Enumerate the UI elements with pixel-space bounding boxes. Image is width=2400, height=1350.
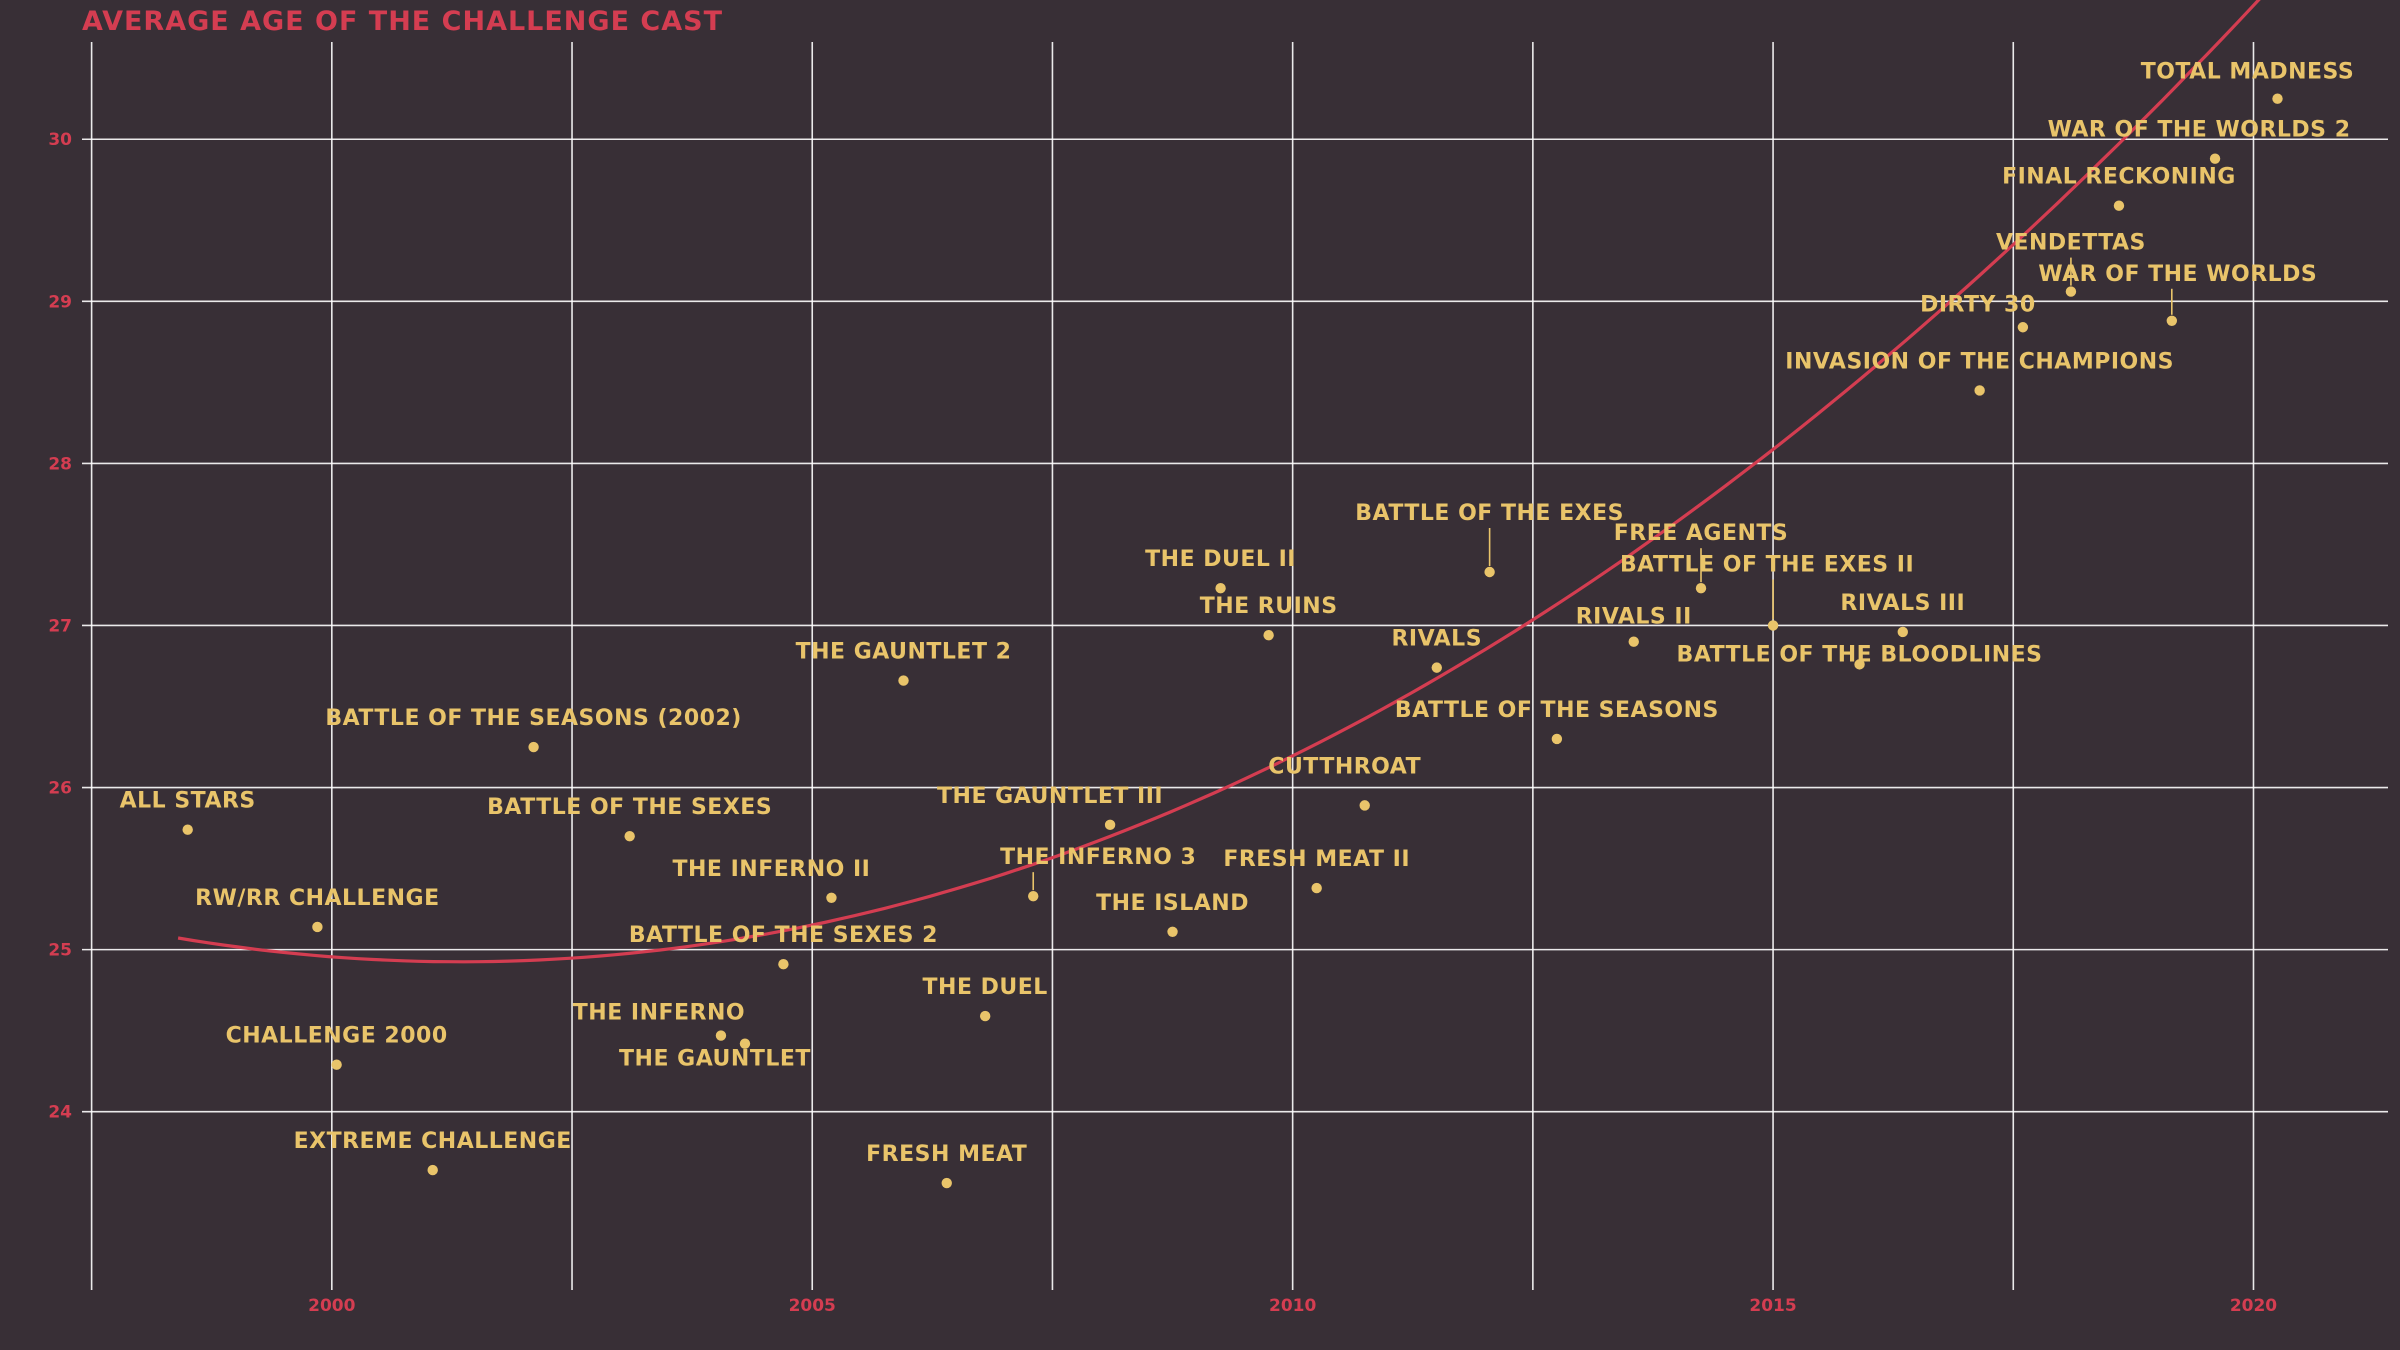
- y-tick-label: 30: [48, 130, 72, 150]
- point-label: EXTREME CHALLENGE: [294, 1129, 572, 1154]
- point-label: THE GAUNTLET 2: [796, 640, 1012, 665]
- point-label: VENDETTAS: [1996, 231, 2146, 256]
- data-point: [1484, 566, 1495, 578]
- data-point: [2065, 286, 2077, 297]
- x-tick-label: 2010: [1269, 1296, 1316, 1316]
- point-label: FRESH MEAT: [866, 1142, 1027, 1167]
- y-tick-label: 29: [48, 292, 72, 312]
- x-tick-label: 2015: [1749, 1296, 1796, 1316]
- point-label: RW/RR CHALLENGE: [195, 886, 439, 911]
- data-point: [1359, 800, 1370, 811]
- data-point: [979, 1010, 991, 1022]
- y-tick-label: 27: [48, 616, 72, 636]
- data-point: [1311, 882, 1322, 894]
- point-label: THE GAUNTLET: [619, 1047, 811, 1072]
- data-point: [1551, 733, 1563, 745]
- data-point: [778, 959, 789, 970]
- data-point: [312, 921, 323, 933]
- data-point: [1104, 819, 1116, 831]
- point-label: WAR OF THE WORLDS 2: [2048, 118, 2351, 143]
- point-label: THE RUINS: [1200, 594, 1338, 619]
- data-point: [826, 892, 837, 903]
- grid: [82, 42, 2388, 1290]
- data-point: [1028, 890, 1039, 902]
- data-point: [528, 741, 539, 753]
- point-label: THE INFERNO: [573, 1001, 745, 1026]
- trend-layer: [177, 0, 2261, 964]
- chart-title: AVERAGE AGE OF THE CHALLENGE CAST: [82, 6, 723, 37]
- point-label: TOTAL MADNESS: [2141, 60, 2355, 85]
- data-point: [1854, 659, 1865, 670]
- trend-line: [177, 0, 2261, 964]
- data-point: [1628, 636, 1639, 647]
- point-label: BATTLE OF THE EXES II: [1620, 552, 1914, 577]
- y-tick-label: 26: [48, 779, 72, 799]
- data-point: [898, 675, 909, 686]
- data-point: [1974, 385, 1985, 396]
- data-point: [1897, 626, 1908, 638]
- y-tick-label: 28: [48, 454, 72, 474]
- data-point: [739, 1038, 751, 1049]
- x-axis-ticks: 2000 2005 2010 2015 2020: [308, 1296, 2277, 1316]
- data-point: [1167, 926, 1178, 938]
- point-label: BATTLE OF THE SEXES: [487, 795, 772, 820]
- data-point: [1263, 630, 1274, 641]
- data-point: [1695, 583, 1707, 594]
- y-axis-ticks: 24 25 26 27 28 29 30: [48, 130, 72, 1122]
- data-point: [2113, 200, 2125, 211]
- point-label: THE INFERNO 3: [1000, 845, 1196, 870]
- y-tick-label: 24: [48, 1103, 72, 1123]
- point-label: THE INFERNO II: [673, 857, 871, 882]
- data-point: [427, 1164, 438, 1176]
- point-label: FRESH MEAT II: [1223, 847, 1410, 872]
- data-point: [1215, 583, 1226, 594]
- data-point: [182, 824, 193, 835]
- point-label: FREE AGENTS: [1614, 521, 1789, 546]
- point-label: CHALLENGE 2000: [226, 1024, 448, 1049]
- point-label: DIRTY 30: [1920, 292, 2036, 317]
- data-point: [624, 830, 635, 842]
- point-label: BATTLE OF THE SEASONS (2002): [325, 706, 742, 731]
- point-label: FINAL RECKONING: [2002, 165, 2236, 190]
- points: [182, 93, 2283, 1189]
- data-point: [2017, 322, 2029, 333]
- point-labels: ALL STARS RW/RR CHALLENGE CHALLENGE 2000 EX…: [120, 60, 2355, 1167]
- point-label: RIVALS II: [1576, 605, 1692, 630]
- point-label: THE DUEL: [923, 975, 1048, 1000]
- point-label: BATTLE OF THE BLOODLINES: [1677, 642, 2043, 667]
- x-tick-label: 2000: [308, 1296, 355, 1316]
- point-label: BATTLE OF THE SEXES 2: [629, 923, 938, 948]
- point-label: RIVALS: [1391, 627, 1482, 652]
- data-point: [331, 1059, 342, 1070]
- point-label: RIVALS III: [1840, 591, 1965, 616]
- data-point: [715, 1030, 727, 1041]
- leader-lines: [1032, 257, 2173, 891]
- data-point: [2209, 153, 2221, 164]
- data-point: [2272, 93, 2283, 104]
- point-label: WAR OF THE WORLDS: [2038, 262, 2317, 287]
- x-tick-label: 2020: [2230, 1296, 2277, 1316]
- point-label: INVASION OF THE CHAMPIONS: [1785, 349, 2174, 374]
- point-label: THE DUEL II: [1145, 547, 1296, 572]
- point-label: THE ISLAND: [1096, 891, 1249, 916]
- data-point: [1767, 620, 1779, 631]
- point-label: CUTTHROAT: [1268, 754, 1421, 779]
- data-point: [1431, 662, 1442, 673]
- point-label: BATTLE OF THE SEASONS: [1395, 698, 1719, 723]
- point-label: ALL STARS: [120, 789, 256, 814]
- data-point: [941, 1177, 952, 1189]
- x-tick-label: 2005: [789, 1296, 836, 1316]
- data-point: [2166, 315, 2178, 326]
- y-tick-label: 25: [48, 941, 72, 961]
- point-label: BATTLE OF THE EXES: [1355, 501, 1624, 526]
- point-label: THE GAUNTLET III: [937, 784, 1163, 809]
